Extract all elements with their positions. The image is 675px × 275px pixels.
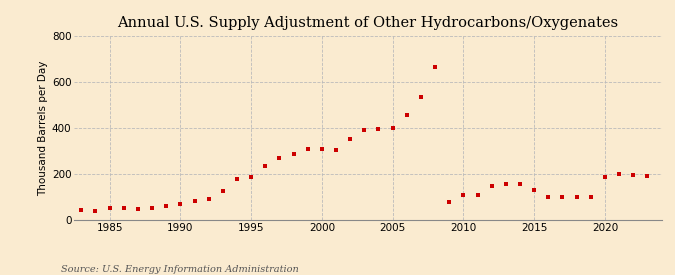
- Point: [175, 202, 186, 207]
- Point: [430, 65, 441, 69]
- Point: [402, 113, 412, 117]
- Point: [331, 148, 342, 152]
- Point: [472, 192, 483, 197]
- Point: [628, 173, 639, 177]
- Point: [444, 199, 455, 204]
- Point: [161, 204, 171, 208]
- Point: [345, 137, 356, 142]
- Point: [543, 194, 554, 199]
- Point: [90, 209, 101, 213]
- Point: [76, 207, 86, 212]
- Point: [132, 207, 143, 211]
- Point: [359, 128, 370, 132]
- Point: [317, 146, 327, 151]
- Point: [571, 195, 582, 199]
- Point: [189, 199, 200, 203]
- Point: [486, 184, 497, 188]
- Point: [373, 127, 384, 131]
- Point: [557, 194, 568, 199]
- Point: [458, 193, 469, 197]
- Point: [500, 182, 511, 186]
- Point: [118, 206, 129, 210]
- Point: [246, 175, 256, 180]
- Point: [288, 152, 299, 156]
- Point: [146, 206, 157, 210]
- Point: [599, 175, 610, 179]
- Point: [203, 197, 214, 202]
- Point: [642, 174, 653, 178]
- Point: [614, 172, 624, 177]
- Point: [232, 176, 242, 181]
- Point: [260, 164, 271, 168]
- Y-axis label: Thousand Barrels per Day: Thousand Barrels per Day: [38, 60, 48, 196]
- Point: [104, 206, 115, 211]
- Point: [217, 189, 228, 193]
- Point: [302, 146, 313, 151]
- Point: [585, 195, 596, 200]
- Title: Annual U.S. Supply Adjustment of Other Hydrocarbons/Oxygenates: Annual U.S. Supply Adjustment of Other H…: [117, 16, 618, 31]
- Point: [274, 156, 285, 160]
- Point: [514, 182, 525, 186]
- Point: [387, 126, 398, 130]
- Text: Source: U.S. Energy Information Administration: Source: U.S. Energy Information Administ…: [61, 265, 298, 274]
- Point: [416, 95, 427, 99]
- Point: [529, 188, 539, 192]
